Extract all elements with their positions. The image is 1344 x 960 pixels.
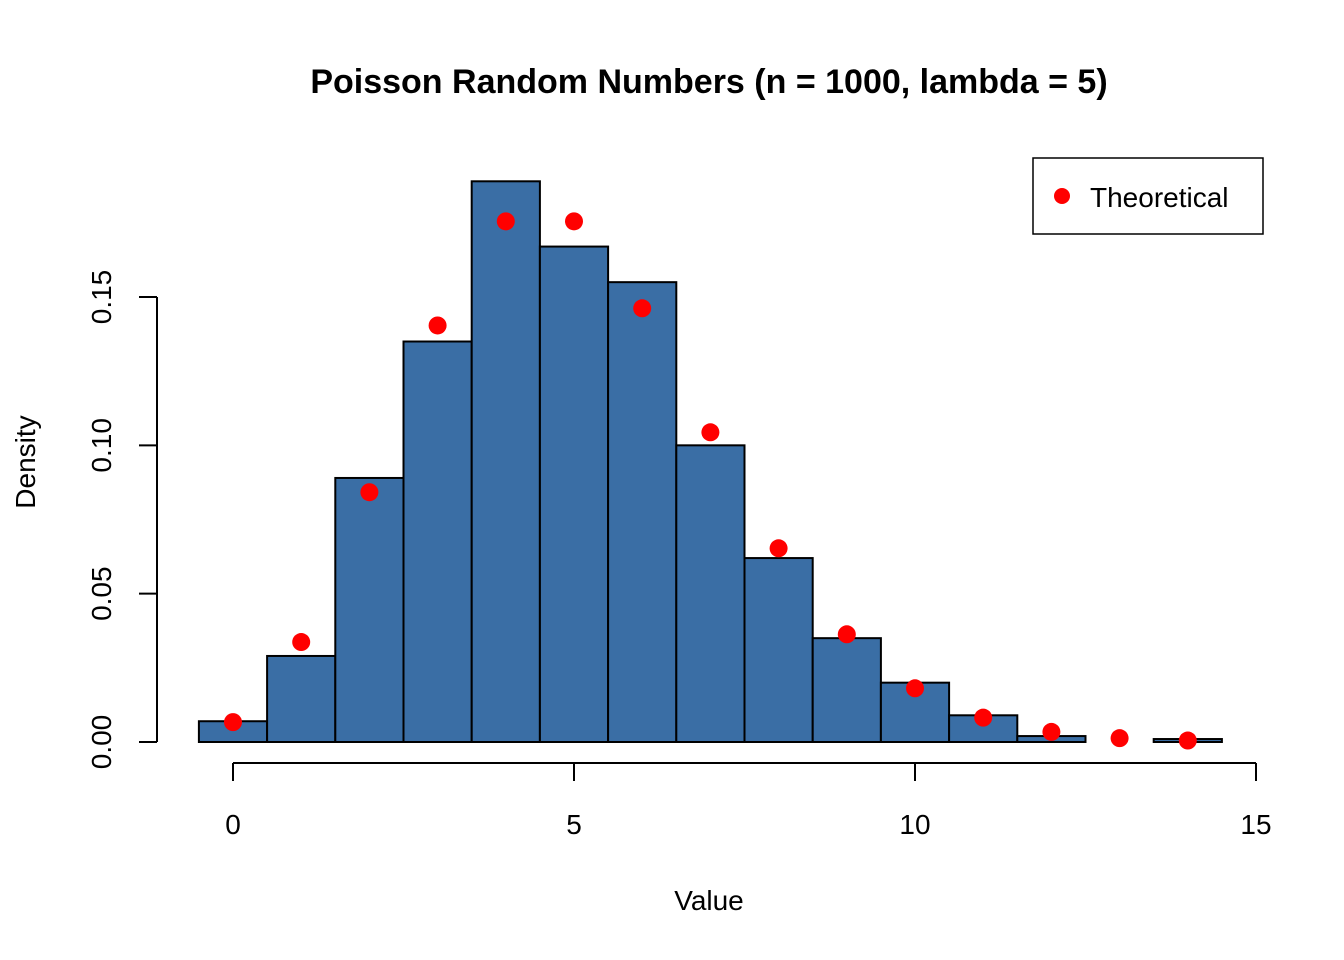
histogram-bar — [743, 557, 814, 743]
histogram-bar — [266, 654, 337, 744]
x-tick-label: 10 — [899, 809, 930, 840]
legend-label: Theoretical — [1090, 182, 1229, 213]
chart-title: Poisson Random Numbers (n = 1000, lambda… — [310, 63, 1107, 101]
theoretical-point — [1178, 731, 1197, 750]
theoretical-point — [360, 483, 379, 502]
theoretical-point — [974, 708, 993, 727]
theoretical-point — [837, 625, 856, 644]
theoretical-point — [701, 423, 720, 442]
x-axis: 0 5 10 15 — [225, 762, 1272, 840]
theoretical-point — [633, 299, 652, 318]
x-tick-label: 0 — [225, 809, 241, 840]
theoretical-point — [496, 212, 515, 231]
x-tick-label: 15 — [1240, 809, 1271, 840]
y-tick-label: 0.10 — [86, 418, 117, 473]
y-axis: 0.00 0.05 0.10 0.15 — [86, 270, 158, 770]
x-tick-label: 5 — [566, 809, 582, 840]
histogram-bar — [470, 180, 541, 744]
theoretical-points — [224, 212, 1197, 750]
theoretical-point — [224, 713, 242, 732]
theoretical-point — [1110, 729, 1129, 748]
x-axis-label: Value — [674, 885, 744, 916]
legend-box — [1032, 157, 1264, 235]
theoretical-point — [428, 316, 447, 335]
theoretical-point — [906, 679, 924, 698]
legend-marker — [1054, 188, 1070, 204]
histogram-bar — [334, 476, 405, 743]
y-axis-label: Density — [10, 415, 41, 508]
histogram-bar — [607, 281, 678, 743]
y-tick-label: 0.05 — [86, 566, 117, 621]
legend: Theoretical — [1032, 157, 1264, 235]
histogram-bar — [538, 245, 610, 743]
theoretical-point — [565, 212, 583, 231]
theoretical-point — [1042, 722, 1061, 741]
histogram-bar — [675, 444, 746, 743]
y-tick-label: 0.00 — [86, 715, 117, 770]
histogram-bars — [197, 180, 1223, 744]
theoretical-point — [292, 633, 311, 652]
y-tick-label: 0.15 — [86, 270, 117, 325]
histogram-bar — [811, 637, 882, 744]
histogram-bar — [402, 340, 473, 743]
theoretical-point — [769, 539, 788, 558]
